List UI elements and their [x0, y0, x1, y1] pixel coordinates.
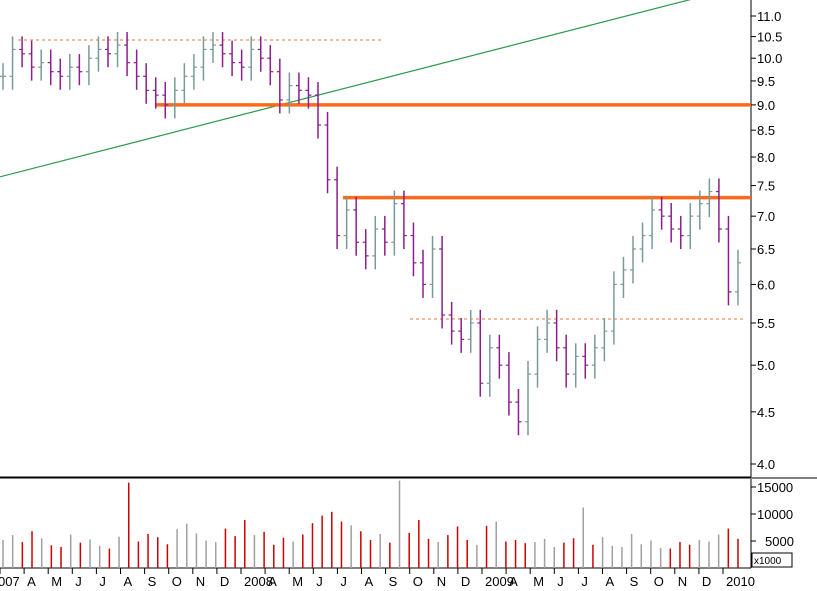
time-tick-label: S: [630, 574, 639, 589]
price-tick-label: 11.0: [757, 9, 781, 24]
price-tick-label: 8.5: [757, 123, 775, 138]
volume-unit-label: x1000: [754, 556, 782, 567]
price-tick-label: 4.5: [757, 405, 775, 420]
time-tick-label: A: [268, 574, 277, 589]
price-tick-label: 9.5: [757, 74, 775, 89]
price-tick-label: 7.5: [757, 179, 775, 194]
time-tick-label: O: [172, 574, 182, 589]
price-axis-ticks: 11.0 10.5 10.0 9.5 9.0 8.5 8.0 7.5 7.0 6.5 6.0 5.5 5…: [751, 9, 782, 472]
volume-tick-label: 5000: [765, 534, 794, 549]
time-tick-label: J: [557, 574, 564, 589]
price-tick-label: 6.0: [757, 277, 775, 292]
time-tick-label: J: [340, 574, 347, 589]
time-tick-label: J: [75, 574, 82, 589]
volume-tick-label: 10000: [757, 507, 793, 522]
volume-unit-box: [751, 552, 793, 568]
time-tick-label: S: [148, 574, 157, 589]
ohlc-bars: [0, 32, 741, 436]
time-tick-label: A: [124, 574, 133, 589]
time-tick-label: J: [581, 574, 588, 589]
time-tick-label: 2010: [726, 574, 755, 589]
time-tick-label: O: [654, 574, 664, 589]
time-tick-label: 007: [0, 574, 20, 589]
price-tick-label: 10.0: [757, 51, 782, 66]
time-tick-label: A: [365, 574, 374, 589]
price-tick-label: 6.5: [757, 242, 775, 257]
time-tick-label: D: [461, 574, 470, 589]
time-tick-label: N: [678, 574, 687, 589]
price-tick-label: 10.5: [757, 30, 782, 45]
trendline-layer: [0, 0, 692, 178]
price-tick-label: 5.0: [757, 358, 775, 373]
time-tick-label: M: [51, 574, 62, 589]
time-tick-label: A: [27, 574, 36, 589]
time-tick-label: 2009: [485, 574, 514, 589]
horizontal-lines-layer: [18, 39, 751, 320]
time-tick-label: D: [220, 574, 229, 589]
volume-bars: [2, 480, 739, 568]
price-tick-label: 4.0: [757, 457, 775, 472]
trendline: [0, 0, 692, 178]
time-tick-label: J: [316, 574, 323, 589]
time-tick-label: 2008: [244, 574, 273, 589]
time-tick-label: N: [437, 574, 446, 589]
time-tick-label: M: [292, 574, 303, 589]
time-tick-label: J: [99, 574, 106, 589]
time-tick-label: A: [509, 574, 518, 589]
time-tick-label: A: [606, 574, 615, 589]
price-tick-label: 8.0: [757, 150, 775, 165]
time-tick-label: M: [533, 574, 544, 589]
volume-axis-ticks: 15000 10000 5000: [751, 480, 794, 549]
price-tick-label: 9.0: [757, 98, 775, 113]
price-tick-label: 5.5: [757, 316, 775, 331]
volume-tick-label: 15000: [757, 480, 793, 495]
time-tick-label: D: [702, 574, 711, 589]
time-tick-label: S: [389, 574, 398, 589]
time-tick-label: O: [413, 574, 423, 589]
price-tick-label: 7.0: [757, 209, 775, 224]
time-tick-label: N: [196, 574, 205, 589]
